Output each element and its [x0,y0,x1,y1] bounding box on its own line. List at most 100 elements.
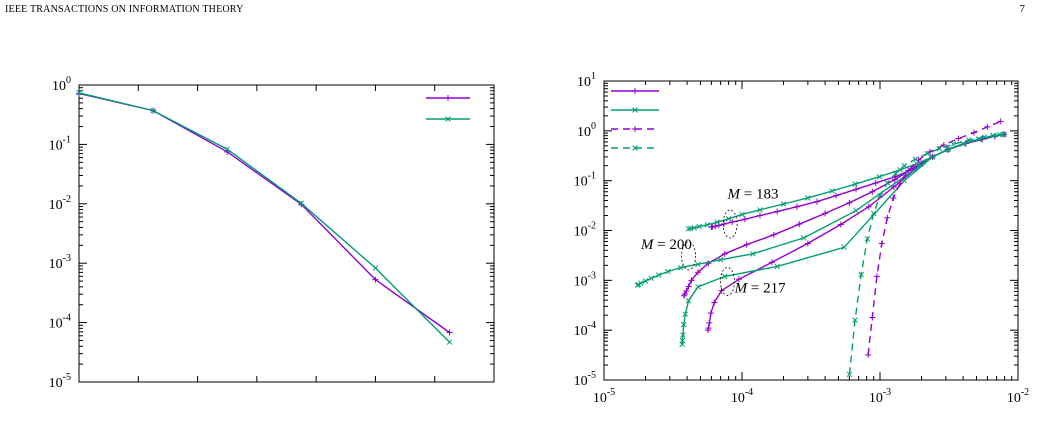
data-point [846,371,853,378]
data-point [872,179,879,186]
data-point [714,219,720,225]
data-point [446,339,453,345]
data-point [950,141,957,147]
data-point [869,314,876,321]
data-point [725,216,732,222]
data-point [865,351,872,358]
data-point [846,199,853,206]
data-point [891,176,898,183]
series-line-4 [637,133,1004,286]
data-point [804,240,811,247]
data-point [741,216,748,223]
y-tick-label: 10-1 [49,134,71,153]
data-point [865,203,872,210]
data-point [656,272,662,278]
series-line-5 [681,133,1004,345]
data-point [446,329,453,336]
series-line-1 [683,133,1005,297]
data-point [707,310,714,317]
x-tick-label: 10-2 [1007,387,1029,406]
legend-marker [632,126,638,132]
group-ellipse [681,241,696,271]
data-point [680,321,687,328]
data-point [878,240,885,247]
data-point [892,170,899,177]
y-tick-label: 101 [577,71,596,90]
data-point [1001,131,1007,138]
y-tick-label: 10-4 [49,313,71,332]
group-ellipse [720,267,735,296]
data-point [876,173,883,180]
series-line-3 [688,133,1004,230]
data-point [704,222,711,228]
data-point [837,221,844,228]
data-point [833,192,840,199]
y-tick-label: 100 [52,75,71,94]
data-point [852,186,859,193]
data-point [912,156,918,162]
y-tick-label: 10-5 [49,372,71,391]
data-point [721,250,728,257]
data-point [905,167,912,174]
data-point [372,276,379,283]
data-point [884,214,891,221]
data-point [76,90,82,96]
legend-marker [632,88,638,94]
chart2-frame [603,80,1019,381]
page-number: 7 [1019,3,1026,15]
data-point [793,203,800,210]
data-point [634,282,641,288]
data-point [870,210,877,217]
data-point [682,311,689,317]
data-point [224,146,230,152]
data-point [685,283,692,290]
data-point [372,265,379,271]
x-tick-label: 10-3 [869,387,891,406]
data-point [695,261,701,268]
chart1-frame [78,84,495,383]
data-point [718,287,725,294]
data-point [695,284,701,290]
data-point [780,201,787,207]
x-tick-label: 10-5 [593,387,615,406]
data-point [704,327,711,334]
data-point [735,276,742,283]
data-point [685,226,692,232]
data-point [681,292,688,299]
data-point [822,210,829,217]
data-point [688,277,695,284]
data-point [648,275,655,282]
data-point [901,162,908,169]
y-tick-label: 100 [577,121,596,140]
data-point [936,145,943,152]
data-point [981,134,988,140]
data-point [805,195,811,201]
data-point [966,137,972,143]
legend-marker [445,116,451,122]
series-line-7 [848,133,1000,375]
data-point [769,259,776,266]
group-ellipse [722,209,738,239]
data-point [774,263,780,270]
data-point [890,194,897,201]
data-point [796,221,803,228]
data-point [683,288,690,295]
data-point [996,131,1002,138]
data-point [739,211,745,218]
data-point [829,188,835,194]
data-point [774,208,781,215]
data-point [720,221,727,228]
data-point [945,146,951,153]
data-point [873,273,880,280]
data-point [841,244,847,251]
legend-marker [632,107,638,113]
data-point [770,231,777,238]
data-point [897,179,904,186]
data-point [642,278,649,284]
data-point [929,154,936,160]
series-line-1 [78,92,450,343]
data-point [984,123,991,130]
data-point [696,223,703,230]
data-point [717,256,724,263]
